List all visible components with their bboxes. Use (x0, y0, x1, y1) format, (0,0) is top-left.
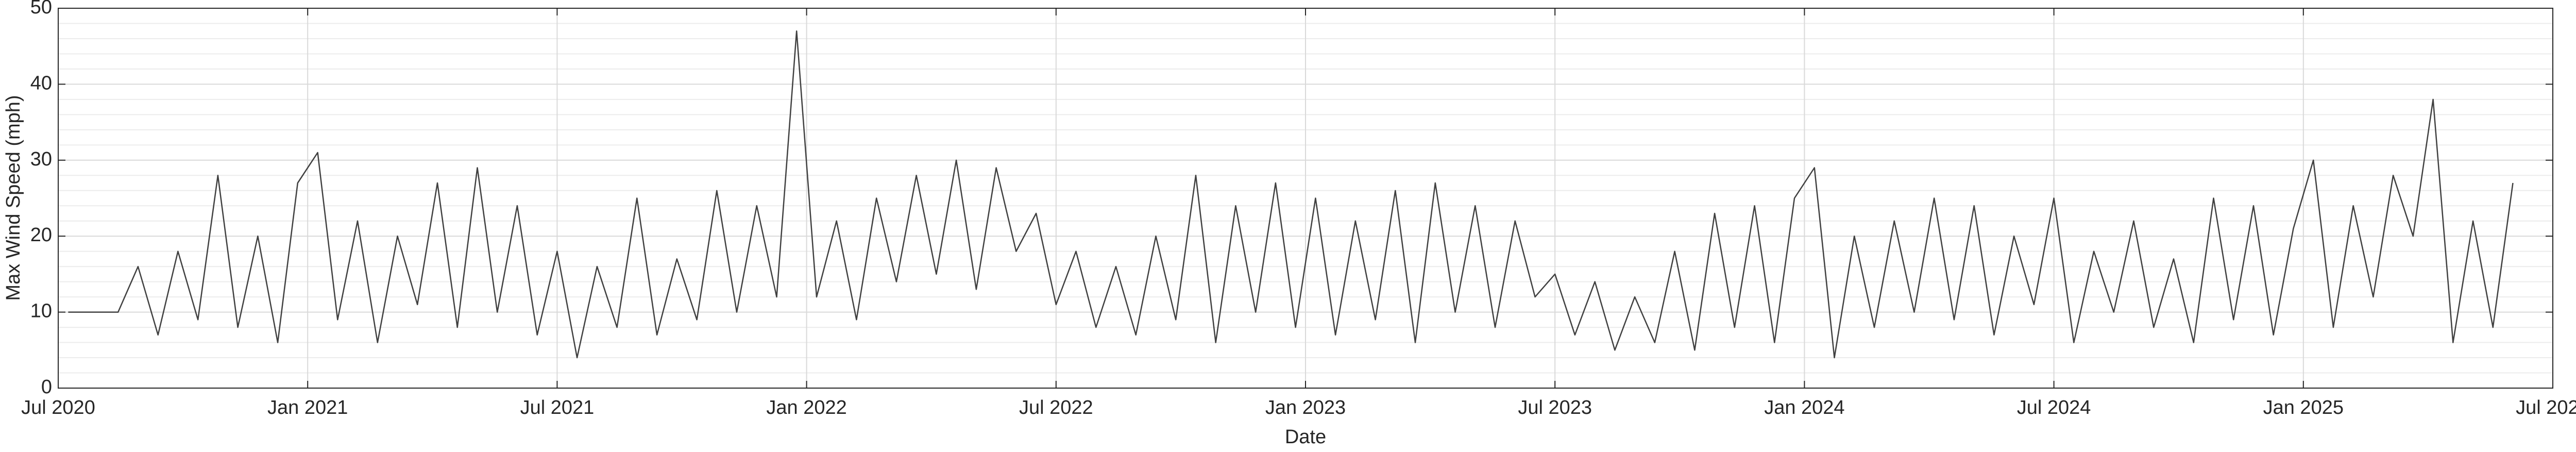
x-tick-label: Jan 2023 (1265, 397, 1346, 418)
y-tick-label: 20 (30, 224, 52, 246)
x-tick-label: Jul 2022 (1019, 397, 1093, 418)
y-tick-label: 40 (30, 72, 52, 94)
y-tick-label: 10 (30, 300, 52, 322)
x-tick-label: Jan 2021 (267, 397, 348, 418)
y-tick-label: 30 (30, 148, 52, 170)
y-tick-label: 0 (41, 376, 52, 398)
x-tick-label: Jan 2025 (2263, 397, 2344, 418)
x-axis-label: Date (1285, 426, 1326, 448)
plot-frame (58, 8, 2553, 389)
x-tick-label: Jul 2024 (2017, 397, 2091, 418)
x-tick-label: Jan 2024 (1764, 397, 1844, 418)
y-tick-label: 50 (30, 0, 52, 18)
x-tick-label: Jul 2025 (2516, 397, 2576, 418)
x-tick-label: Jan 2022 (766, 397, 846, 418)
x-tick-label: Jul 2023 (1518, 397, 1592, 418)
y-axis-label: Max Wind Speed (mph) (3, 95, 24, 300)
x-tick-label: Jul 2021 (520, 397, 595, 418)
x-tick-label: Jul 2020 (21, 397, 95, 418)
line-series (68, 30, 2514, 359)
